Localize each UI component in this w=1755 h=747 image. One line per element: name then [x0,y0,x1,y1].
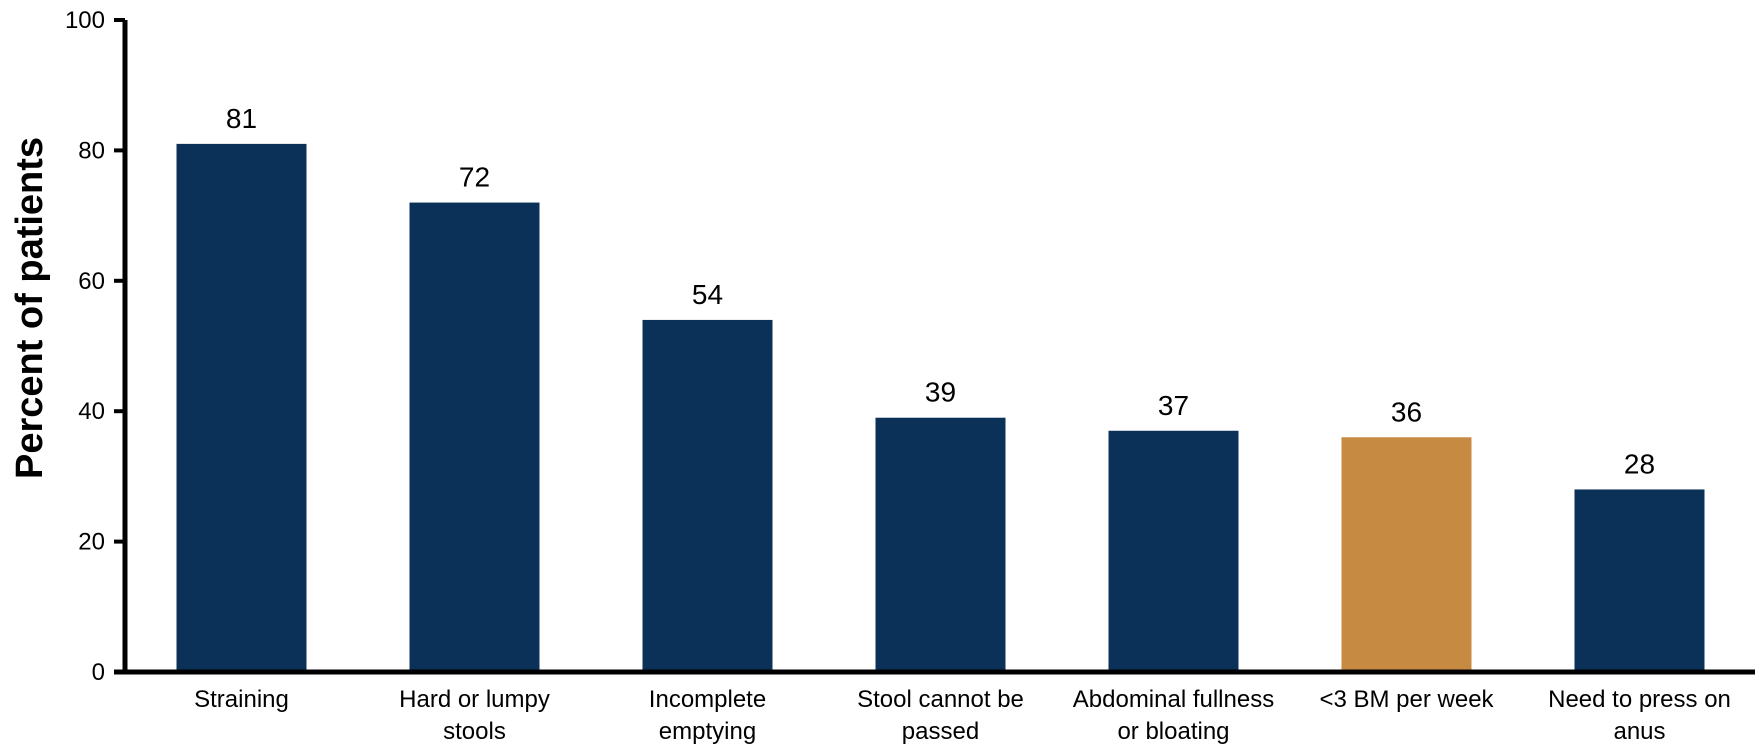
y-tick-label: 60 [78,268,105,295]
bar [1574,489,1705,672]
y-tick-label: 0 [92,659,105,686]
category-labels-group: Straining Hard or lumpy stools Incomplete em… [194,686,1731,745]
y-tick-label: 20 [78,529,105,556]
x-category-label: Need to press on anus [1548,686,1731,745]
y-axis: 0 20 40 60 80 100 [65,7,128,686]
y-tick-label: 40 [78,398,105,425]
y-tick-label: 80 [78,137,105,164]
bars-group [176,143,1705,672]
y-axis-title: Percent of patients [9,137,51,479]
x-category-label: Straining [194,686,289,713]
bar [176,143,307,672]
bar-value-label: 36 [1391,396,1422,427]
x-category-label: Hard or lumpy stools [399,686,550,745]
bar-value-label: 54 [692,279,723,310]
bar-value-label: 28 [1624,448,1655,479]
bar [1108,430,1239,672]
y-tick-label: 100 [65,7,105,34]
bar-value-label: 39 [925,377,956,408]
bar-value-label: 37 [1158,390,1189,421]
bar [875,417,1006,672]
x-category-label: <3 BM per week [1319,686,1494,713]
x-category-label: Abdominal fullness or bloating [1073,686,1274,745]
bar-value-label: 72 [459,162,490,193]
bar-values-group: 81 72 54 39 37 36 28 [226,103,1655,480]
bar [642,319,773,672]
bar [409,202,540,672]
x-category-label: Stool cannot be passed [857,686,1024,745]
x-category-label: Incomplete emptying [649,686,766,745]
bar [1341,437,1472,672]
bar-value-label: 81 [226,103,257,134]
